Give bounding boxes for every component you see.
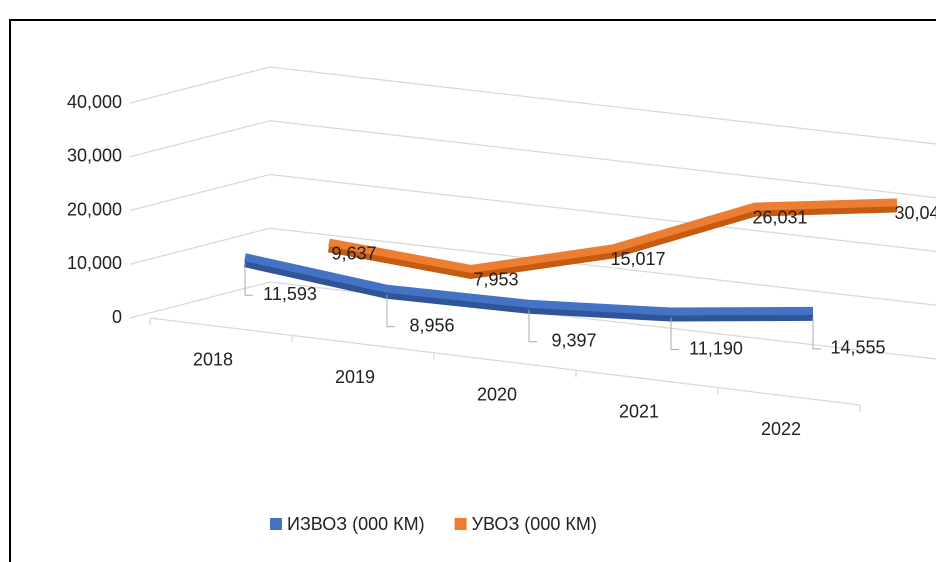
legend-label: ИЗВОЗ (000 КМ)	[287, 514, 425, 534]
series-line	[244, 253, 814, 316]
leader-line	[386, 294, 395, 328]
x-tick-label: 2021	[619, 402, 659, 422]
grid-line	[129, 281, 936, 360]
y-tick-label: 40,000	[67, 92, 122, 112]
y-tick-label: 30,000	[67, 146, 122, 166]
data-label: 30,042	[894, 203, 936, 223]
data-label: 8,956	[409, 316, 454, 336]
y-tick-label: 20,000	[67, 199, 122, 219]
x-tick-label: 2019	[335, 367, 375, 387]
leader-line	[244, 263, 253, 296]
grid-line	[129, 66, 936, 145]
leader-line	[812, 316, 821, 350]
leader-line	[528, 309, 537, 343]
data-label: 14,555	[830, 338, 885, 358]
legend-swatch	[270, 518, 282, 530]
leader-line	[670, 317, 679, 351]
legend-swatch	[454, 518, 467, 530]
x-tick-label: 2022	[761, 419, 801, 439]
data-label: 11,190	[689, 338, 743, 358]
y-tick-label: 0	[112, 307, 122, 327]
data-label: 7,953	[473, 270, 518, 290]
data-label: 26,031	[752, 207, 807, 227]
legend-label: УВОЗ (000 КМ)	[472, 514, 597, 534]
series-line	[328, 198, 898, 273]
x-tick-label: 2020	[477, 384, 517, 404]
x-axis	[149, 317, 861, 406]
grid-line	[129, 227, 936, 306]
x-tick-label: 2018	[193, 349, 233, 369]
grid-line	[129, 173, 936, 253]
grid-line	[129, 120, 936, 199]
data-label: 9,637	[331, 243, 376, 263]
y-tick-label: 10,000	[67, 253, 122, 273]
data-label: 11,593	[263, 284, 317, 304]
data-label: 15,017	[610, 249, 665, 269]
data-label: 9,397	[551, 331, 596, 351]
chart-frame	[9, 19, 936, 562]
